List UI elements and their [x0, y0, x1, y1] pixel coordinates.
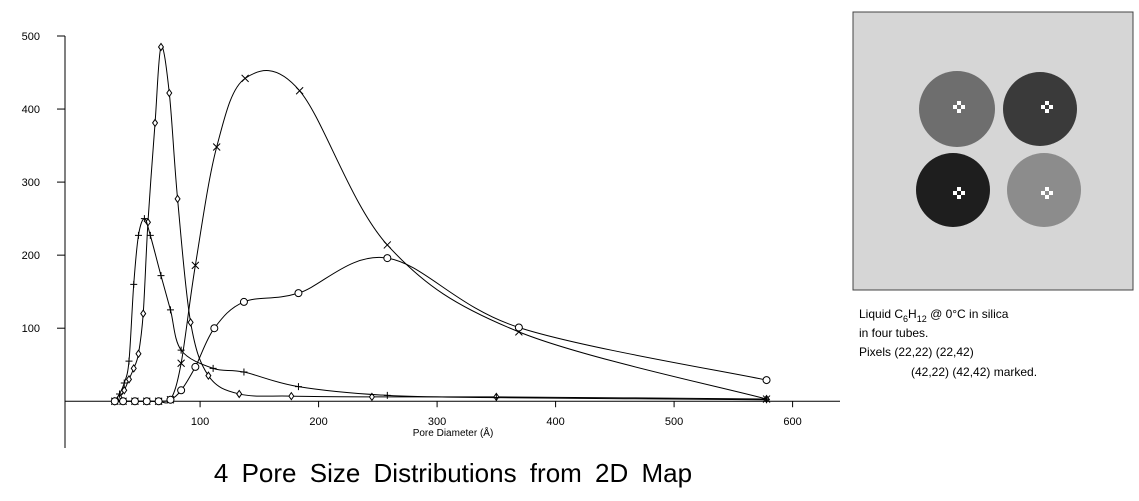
marker: [289, 393, 294, 400]
marker: [178, 387, 185, 394]
x-tick-label: 500: [665, 416, 683, 428]
marker: [153, 119, 158, 126]
y-tick-label: 500: [22, 31, 40, 43]
caption-line: (42,22) (42,42) marked.: [911, 365, 1037, 379]
caption-text: @ 0°C in silica: [927, 307, 1009, 321]
caption-line: Pixels (22,22) (22,42): [859, 345, 974, 359]
marker: [136, 350, 141, 357]
marker: [213, 144, 220, 151]
y-tick-label: 400: [22, 104, 40, 116]
marker: [167, 396, 174, 403]
marker: [296, 87, 303, 94]
x-tick-label: 200: [309, 416, 327, 428]
caption-text: Liquid C: [859, 307, 903, 321]
caption-text: H: [908, 307, 917, 321]
marker: [237, 390, 242, 397]
marker: [116, 390, 123, 397]
marker: [295, 383, 302, 390]
marker: [155, 398, 162, 405]
marker: [188, 319, 193, 326]
marker: [763, 377, 770, 384]
marker: [242, 75, 249, 82]
caption-line: Liquid C6H12 @ 0°C in silica: [859, 307, 1009, 324]
marker: [167, 306, 174, 313]
series-line: [115, 46, 767, 401]
marker: [120, 398, 127, 405]
marker: [493, 394, 500, 401]
x-axis-label: Pore Diameter (Å): [413, 426, 494, 439]
series-line: [115, 71, 767, 403]
y-tick-label: 200: [22, 250, 40, 262]
marker: [135, 232, 142, 239]
marker: [125, 358, 132, 365]
x-tick-label: 600: [783, 416, 801, 428]
marker: [192, 363, 199, 370]
marker: [384, 255, 391, 262]
marker: [211, 325, 218, 332]
marker: [130, 281, 137, 288]
marker: [131, 398, 138, 405]
series-line: [115, 219, 767, 402]
marker: [240, 298, 247, 305]
chart: 4 Pore Size Distributions from 2D Map Po…: [0, 0, 1139, 496]
marker: [763, 396, 770, 403]
marker: [210, 365, 217, 372]
marker: [167, 89, 172, 96]
y-tick-label: 100: [22, 323, 40, 335]
marker: [141, 310, 146, 317]
marker: [147, 232, 154, 239]
marker: [295, 290, 302, 297]
marker: [111, 398, 118, 405]
caption-line: in four tubes.: [859, 326, 928, 340]
y-tick-label: 300: [22, 177, 40, 189]
marker: [384, 392, 391, 399]
caption-sub: 12: [917, 314, 927, 324]
marker: [143, 398, 150, 405]
marker: [515, 324, 522, 331]
x-tick-label: 100: [191, 416, 209, 428]
x-tick-label: 400: [546, 416, 564, 428]
inset-image: [853, 12, 1133, 290]
x-tick-label: 300: [428, 416, 446, 428]
marker: [240, 369, 247, 376]
marker: [157, 272, 164, 279]
marker: [175, 195, 180, 202]
marker: [384, 241, 391, 248]
marker: [127, 376, 132, 383]
marker: [131, 365, 136, 372]
chart-title: 4 Pore Size Distributions from 2D Map: [214, 458, 692, 488]
